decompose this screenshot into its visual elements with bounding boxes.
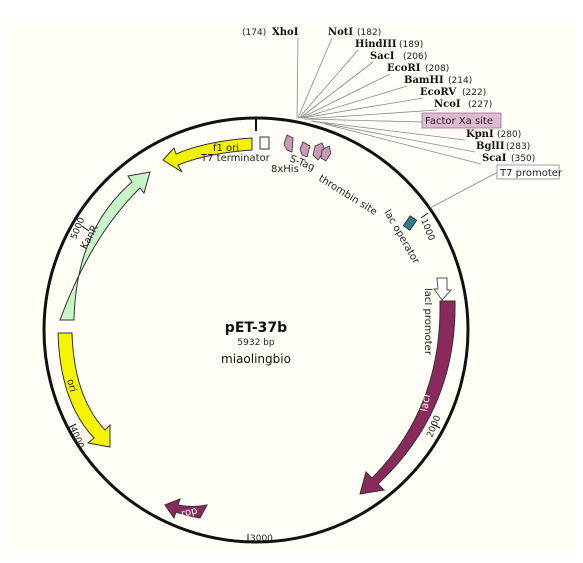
tick-3000: 3000 [250,534,273,544]
f1-ori-arrow [162,137,253,173]
site-kpni-name: KpnI [466,129,494,140]
site-kpni-pos: (280) [497,130,521,140]
s-tag-arrow [299,141,311,158]
map-frame [7,22,575,554]
site-ecorv-name: EcoRV [420,87,456,98]
t7-promoter-box [496,164,560,180]
lac-operator-box [402,215,418,231]
tick-5000-mark [81,225,90,232]
rop-arrow [164,498,208,520]
site-noti-pos: (182) [357,28,381,38]
site-scai-pos: (350) [511,154,535,164]
tick-1000: 1000 [418,217,436,242]
site-bamhi-name: BamHI [404,75,444,86]
site-scai-name: ScaI [482,153,507,164]
plasmid-size: 5932 bp [237,338,274,348]
ori-arrow [57,332,111,448]
site-ecori-name: EcoRI [387,63,421,74]
site-leader-lines [296,37,499,209]
lac-operator-label: lac operator [381,208,421,267]
thrombin-arrow-2 [320,145,332,162]
his-tag-label: 8xHis [271,164,299,175]
f1-ori-label: f1 ori [213,143,239,154]
tick-2000-mark [431,423,441,429]
tick-1000-mark [420,212,429,219]
lacI-promoter-label: lacI promoter [422,288,433,356]
kanr-arrow [59,171,151,321]
lacI-label: lacI [419,394,433,413]
his-tag-arrow [283,134,294,153]
company-name: miaolingbio [221,352,291,366]
site-noti-name: NotI [328,27,353,38]
site-xhoi-pos: (174) [242,28,266,38]
site-ncoi-name: NcoI [434,99,461,110]
thrombin-label: thrombin site [316,173,378,218]
t7-terminator-box [259,136,270,150]
factor-xa-label: Factor Xa site [425,116,493,127]
plasmid-name: pET-37b [225,320,287,336]
t7-promoter-label: T7 promoter [499,168,563,179]
t7-terminator-label: T7 terminator [200,153,271,164]
site-bglii-pos: (283) [506,142,530,152]
site-bglii-name: BglII [476,141,505,152]
site-hindiii-pos: (189) [399,40,423,50]
lacI-promoter-arrow [433,277,453,301]
site-hindiii-name: HindIII [355,39,397,50]
site-saci-pos: (206) [403,52,427,62]
site-bamhi-pos: (214) [448,76,472,86]
rop-label: rop [180,505,199,520]
tick-4000: 4000 [67,425,85,450]
lacI-arrow [359,300,456,495]
tick-4000-mark [67,423,77,429]
ori-label: ori [64,378,78,393]
site-saci-name: SacI [370,51,395,62]
site-ecori-pos: (208) [425,64,449,74]
factor-xa-box [421,112,502,129]
site-xhoi-name: XhoI [272,27,299,38]
site-ecorv-pos: (222) [462,88,486,98]
site-ncoi-pos: (227) [468,100,492,110]
